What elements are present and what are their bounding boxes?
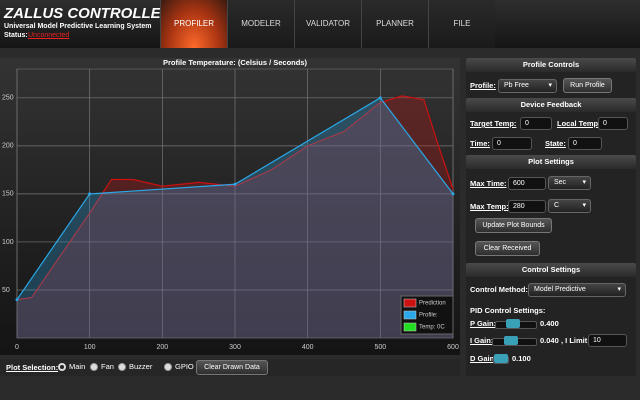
area <box>17 97 453 338</box>
point <box>233 182 237 186</box>
legend-label: Profile: <box>419 313 438 319</box>
radio-label: GPIO <box>175 362 194 371</box>
chart: Profile Temperature: (Celsius / Seconds)… <box>2 58 459 351</box>
tab[interactable]: PLANNER <box>361 0 428 48</box>
state-input[interactable]: 0 <box>568 137 602 150</box>
x-tick-label: 400 <box>302 344 314 351</box>
radio[interactable] <box>118 363 126 371</box>
x-tick-label: 200 <box>156 344 168 351</box>
line <box>16 95 454 301</box>
legend-label: Prediction <box>419 301 446 307</box>
p-gain-thumb[interactable] <box>506 319 520 328</box>
section-header: Profile Controls <box>466 58 636 72</box>
target-temp-input[interactable]: 0 <box>520 117 552 130</box>
radio[interactable] <box>164 363 172 371</box>
point <box>451 192 455 196</box>
x-tick-label: 500 <box>374 344 386 351</box>
run-profile-button[interactable]: Run Profile <box>563 78 612 93</box>
y-tick-label: 200 <box>2 143 14 150</box>
legend-swatch <box>403 310 417 320</box>
area <box>17 95 453 339</box>
target-temp-label: Target Temp: <box>470 119 517 128</box>
i-gain-label: I Gain: <box>470 336 494 345</box>
p-gain-label: P Gain: <box>470 319 497 328</box>
chart-title: Profile Temperature: (Celsius / Seconds) <box>163 58 308 67</box>
profile-label: Profile: <box>470 81 496 90</box>
legend-swatch <box>403 322 417 332</box>
max-time-label: Max Time: <box>470 179 507 188</box>
x-tick-label: 100 <box>84 344 96 351</box>
y-tick-label: 150 <box>2 191 14 198</box>
i-gain-thumb[interactable] <box>504 336 518 345</box>
time-input[interactable]: 0 <box>492 137 532 150</box>
radio-label: Buzzer <box>129 362 153 371</box>
status-label: Status: <box>4 32 28 39</box>
tab[interactable]: VALIDATOR <box>294 0 361 48</box>
point <box>15 298 19 302</box>
time-unit-select[interactable]: Sec <box>548 176 591 190</box>
max-temp-input[interactable]: 280 <box>508 200 546 213</box>
plot-selection-bar: Plot Selection: Main Fan Buzzer GPIO Clear … <box>0 359 460 376</box>
tab[interactable]: PROFILER <box>160 0 227 48</box>
i-gain-value: 0.040 <box>540 336 559 345</box>
d-gain-label: D Gain: <box>470 354 497 363</box>
local-temp-input[interactable]: 0 <box>598 117 628 130</box>
clear-received-button[interactable]: Clear Received <box>475 241 540 256</box>
update-bounds-button[interactable]: Update Plot Bounds <box>475 218 552 233</box>
x-tick-label: 600 <box>447 344 459 351</box>
plot-selection-label: Plot Selection: <box>6 363 59 372</box>
p-gain-value: 0.400 <box>540 319 559 328</box>
section-header: Plot Settings <box>466 155 636 169</box>
i-limit-label: , I Limit <box>561 336 588 345</box>
status-value: Unconnected <box>28 32 70 39</box>
radio[interactable] <box>90 363 98 371</box>
radio-label: Fan <box>101 362 114 371</box>
x-tick-label: 0 <box>15 344 19 351</box>
max-temp-label: Max Temp: <box>470 202 509 211</box>
legend-swatch <box>403 298 417 308</box>
time-label: Time: <box>470 139 490 148</box>
y-tick-label: 100 <box>2 239 14 246</box>
d-gain-value: 0.100 <box>512 354 531 363</box>
d-gain-thumb[interactable] <box>494 354 508 363</box>
radio[interactable] <box>58 363 66 371</box>
local-temp-label: Local Temp: <box>557 119 601 128</box>
control-method-select[interactable]: Model Predictive <box>528 283 626 297</box>
point <box>378 96 382 100</box>
clear-drawn-button[interactable]: Clear Drawn Data <box>196 360 268 375</box>
temp-unit-select[interactable]: C <box>548 199 591 213</box>
tab[interactable]: MODELER <box>227 0 294 48</box>
y-tick-label: 250 <box>2 95 14 102</box>
chart-panel <box>0 58 460 355</box>
state-label: State: <box>545 139 566 148</box>
section-header: Control Settings <box>466 263 636 277</box>
app-subtitle: Universal Model Predictive Learning Syst… <box>4 23 152 30</box>
app-title: ZALLUS CONTROLLER <box>4 5 172 22</box>
control-method-label: Control Method: <box>470 285 528 294</box>
profile-select[interactable]: Pb Free <box>498 79 557 93</box>
max-time-input[interactable]: 600 <box>508 177 546 190</box>
x-tick-label: 300 <box>229 344 241 351</box>
radio-label: Main <box>69 362 86 371</box>
tab[interactable]: FILE <box>428 0 495 48</box>
pid-title: PID Control Settings: <box>470 306 546 315</box>
legend-label: Temp: 0C <box>419 325 445 331</box>
y-tick-label: 50 <box>2 287 10 294</box>
section-header: Device Feedback <box>466 98 636 112</box>
i-limit-input[interactable]: 10 <box>588 334 627 347</box>
point <box>88 192 92 196</box>
